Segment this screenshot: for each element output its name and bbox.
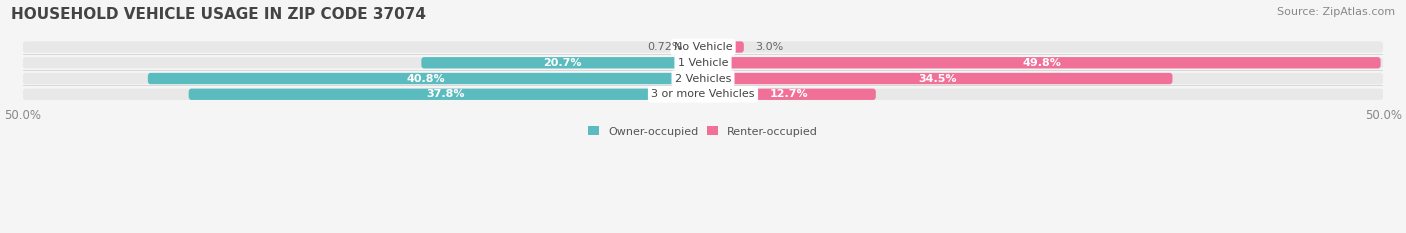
FancyBboxPatch shape: [188, 89, 703, 100]
FancyBboxPatch shape: [422, 57, 703, 69]
Text: 1 Vehicle: 1 Vehicle: [678, 58, 728, 68]
Text: 0.72%: 0.72%: [647, 42, 682, 52]
FancyBboxPatch shape: [148, 73, 703, 84]
Text: 34.5%: 34.5%: [918, 74, 957, 83]
Text: Source: ZipAtlas.com: Source: ZipAtlas.com: [1277, 7, 1395, 17]
Text: 20.7%: 20.7%: [543, 58, 582, 68]
Text: 3 or more Vehicles: 3 or more Vehicles: [651, 89, 755, 99]
FancyBboxPatch shape: [22, 41, 1384, 53]
Text: 40.8%: 40.8%: [406, 74, 444, 83]
Text: 2 Vehicles: 2 Vehicles: [675, 74, 731, 83]
Text: 3.0%: 3.0%: [755, 42, 783, 52]
FancyBboxPatch shape: [693, 41, 703, 53]
FancyBboxPatch shape: [22, 57, 1384, 69]
Text: 37.8%: 37.8%: [426, 89, 465, 99]
Legend: Owner-occupied, Renter-occupied: Owner-occupied, Renter-occupied: [583, 122, 823, 141]
Text: No Vehicle: No Vehicle: [673, 42, 733, 52]
Text: 49.8%: 49.8%: [1022, 58, 1062, 68]
Text: HOUSEHOLD VEHICLE USAGE IN ZIP CODE 37074: HOUSEHOLD VEHICLE USAGE IN ZIP CODE 3707…: [11, 7, 426, 22]
FancyBboxPatch shape: [22, 73, 1384, 84]
FancyBboxPatch shape: [703, 41, 744, 53]
FancyBboxPatch shape: [703, 73, 1173, 84]
Text: 12.7%: 12.7%: [770, 89, 808, 99]
FancyBboxPatch shape: [22, 89, 1384, 100]
FancyBboxPatch shape: [703, 89, 876, 100]
FancyBboxPatch shape: [703, 57, 1381, 69]
